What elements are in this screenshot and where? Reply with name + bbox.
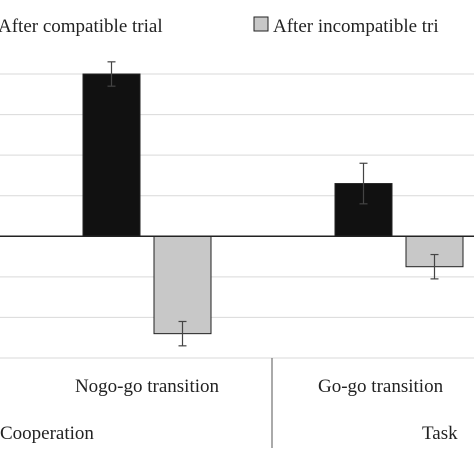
legend: After compatible trial After incompatibl…: [0, 16, 439, 37]
error-bar-series-1-category-1: [107, 61, 116, 87]
gridlines: [0, 73, 474, 359]
error-bar-series-2-category-2: [430, 253, 439, 280]
bar-series-2-category-1: [153, 235, 212, 335]
bars: [82, 73, 464, 335]
group-label-task: Task: [422, 423, 458, 444]
category-label-nogo-go: Nogo-go transition: [75, 376, 220, 397]
error-bars: [107, 61, 439, 347]
bar-series-1-category-1: [82, 73, 141, 237]
legend-label-series-1: After compatible trial: [0, 16, 163, 37]
error-bar-series-1-category-2: [359, 162, 368, 205]
x-axis-labels: Nogo-go transition Go-go transition Coop…: [0, 358, 458, 448]
error-bar-series-2-category-1: [178, 320, 187, 347]
category-label-go-go: Go-go transition: [318, 376, 444, 397]
group-label-cooperation: Cooperation: [0, 423, 94, 444]
legend-label-series-2: After incompatible tri: [273, 16, 439, 37]
legend-swatch-series-2: [253, 16, 269, 32]
